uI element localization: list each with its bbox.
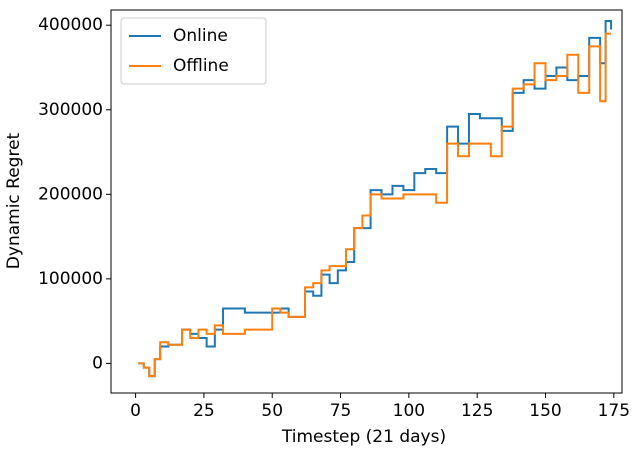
- y-tick-label: 0: [92, 353, 103, 373]
- x-tick-label: 150: [529, 401, 561, 421]
- y-tick-label: 100000: [38, 269, 103, 289]
- plot-frame: [110, 9, 623, 394]
- legend-label: Online: [173, 26, 228, 46]
- series-line: [138, 32, 612, 378]
- x-tick-label: 50: [261, 401, 283, 421]
- x-tick-label: 100: [393, 401, 425, 421]
- x-tick-label: 125: [461, 401, 493, 421]
- x-tick-label: 0: [130, 401, 141, 421]
- y-tick-label: 200000: [38, 184, 103, 204]
- x-axis-label: Timestep (21 days): [281, 427, 446, 447]
- y-tick-label: 400000: [38, 15, 103, 35]
- legend-label: Offline: [173, 56, 229, 76]
- x-tick-label: 75: [330, 401, 352, 421]
- y-axis-label: Dynamic Regret: [4, 132, 24, 269]
- y-tick-label: 300000: [38, 100, 103, 120]
- legend-box: [120, 17, 267, 85]
- x-tick-label: 25: [193, 401, 215, 421]
- x-tick-label: 175: [598, 401, 630, 421]
